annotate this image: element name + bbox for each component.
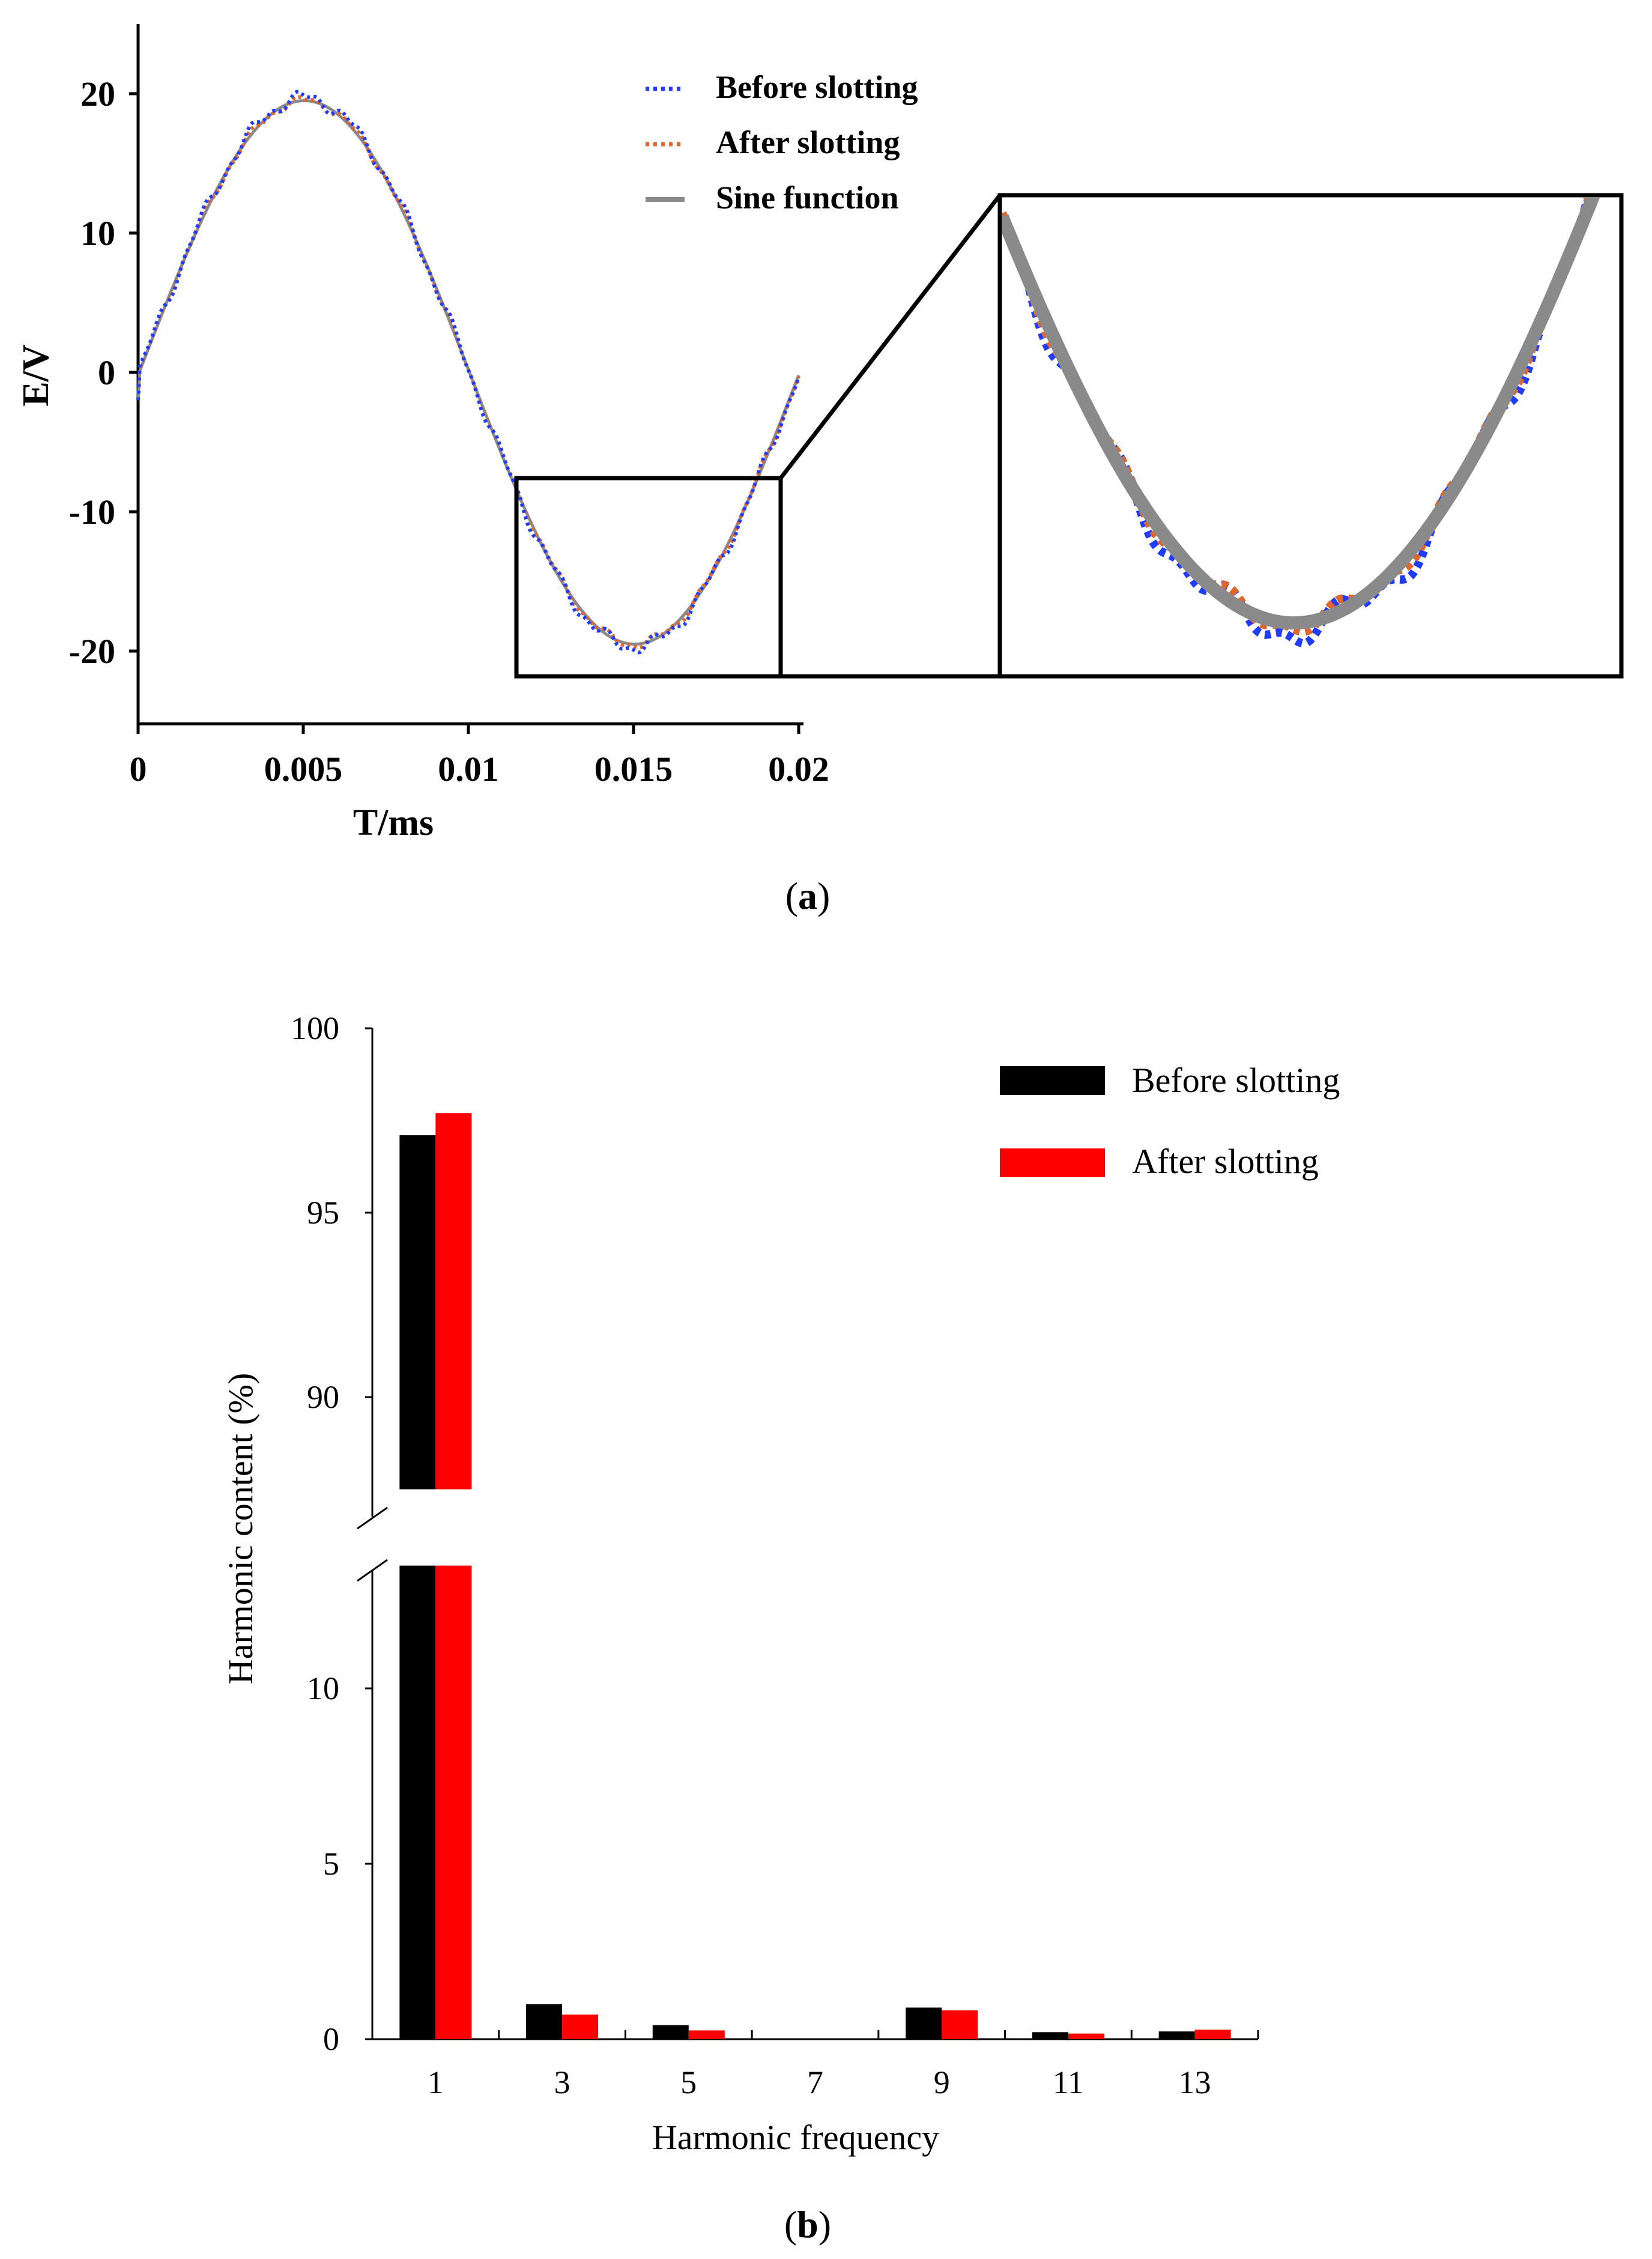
panel-a-y-tick-label: 20 xyxy=(80,74,115,114)
panel-a-legend: Before slotting After slotting Sine func… xyxy=(646,69,918,216)
legend-label-after-slotting-bar: After slotting xyxy=(1132,1142,1319,1181)
panel-a-caption: (a) xyxy=(785,875,831,917)
legend-swatch-after-slotting-bar xyxy=(1000,1148,1105,1177)
zoom-series-line-after-slotting xyxy=(1002,198,1594,636)
panel-a-x-tick-label: 0.005 xyxy=(264,750,343,789)
panel-b-x-tick-label: 3 xyxy=(554,2064,570,2100)
panel-b-y-tick-label: 10 xyxy=(307,1670,339,1706)
panel-a-y-tick-label: 0 xyxy=(98,353,115,392)
panel-a-x-tick-label: 0.01 xyxy=(438,750,499,789)
bar-after-slotting-h1-upper xyxy=(435,1113,472,1490)
panel-a-x-label: T/ms xyxy=(353,802,434,843)
bar-before-slotting-h1-upper xyxy=(399,1135,436,1490)
panel-b-x-tick-label: 11 xyxy=(1053,2064,1084,2100)
axis-break-mark-top xyxy=(357,1506,388,1530)
bar-before-slotting-h11 xyxy=(1032,2032,1068,2039)
panel-b-caption: (b) xyxy=(784,2203,831,2246)
panel-b-x-tick-label: 5 xyxy=(680,2064,697,2100)
legend-label-after-slotting: After slotting xyxy=(716,124,900,160)
zoom-series-line-sine-function xyxy=(1002,198,1600,630)
bar-after-slotting-h11 xyxy=(1068,2033,1104,2039)
bar-before-slotting-h3 xyxy=(526,2004,563,2039)
panel-a-x-tick-label: 0 xyxy=(130,750,147,789)
bar-after-slotting-h13 xyxy=(1194,2030,1231,2039)
bar-after-slotting-h3 xyxy=(562,2015,599,2039)
zoom-connector-top xyxy=(779,193,1002,480)
panel-b-x-tick-label: 1 xyxy=(428,2064,444,2100)
panel-b-y-tick-label: 0 xyxy=(323,2021,339,2057)
zoom-inset-box xyxy=(997,193,1624,679)
bar-after-slotting-h1-lower xyxy=(435,1565,472,2039)
panel-a-line-chart: 20 10 0 -10 -20 0 0.005 0.01 0.015 0.02 T/ms E/V… xyxy=(16,24,1624,917)
panel-a-y-tick-label: 10 xyxy=(80,214,115,253)
bar-after-slotting-h5 xyxy=(688,2030,725,2039)
panel-b-x-tick-label: 9 xyxy=(934,2064,950,2100)
panel-b-y-label: Harmonic content (%) xyxy=(221,1373,260,1685)
zoom-inset-plot xyxy=(1002,198,1600,647)
legend-label-before-slotting: Before slotting xyxy=(716,69,918,105)
panel-b-y-tick-label: 5 xyxy=(323,1846,339,1882)
bar-before-slotting-h1-lower xyxy=(399,1565,436,2039)
panel-b-y-tick-label: 100 xyxy=(291,1010,339,1046)
bar-after-slotting-h9 xyxy=(942,2010,978,2039)
panel-b-legend: Before slotting After slotting xyxy=(1000,1061,1340,1181)
panel-b-y-tick-label: 95 xyxy=(307,1195,339,1231)
panel-a-y-tick-label: -20 xyxy=(69,632,115,671)
zoom-series-line-before-slotting xyxy=(1002,198,1593,647)
axis-break-mark-bottom xyxy=(357,1559,388,1582)
bar-before-slotting-h5 xyxy=(652,2025,689,2039)
legend-swatch-before-slotting-bar xyxy=(1000,1066,1105,1095)
panel-b-x-label: Harmonic frequency xyxy=(652,2118,939,2157)
panel-a-y-label: E/V xyxy=(16,344,56,407)
panel-b-y-tick-label: 90 xyxy=(307,1379,339,1415)
legend-label-sine-function: Sine function xyxy=(716,180,899,216)
panel-b-x-tick-label: 7 xyxy=(807,2064,823,2100)
panel-a-x-tick-label: 0.015 xyxy=(595,750,673,789)
panel-b-x-tick-label: 13 xyxy=(1179,2064,1211,2100)
bar-before-slotting-h13 xyxy=(1158,2031,1195,2039)
panel-a-y-tick-label: -10 xyxy=(69,493,115,532)
panel-a-x-tick-label: 0.02 xyxy=(768,750,829,789)
legend-label-before-slotting-bar: Before slotting xyxy=(1132,1061,1340,1100)
bar-before-slotting-h9 xyxy=(906,2007,942,2039)
series-line-before-slotting xyxy=(136,89,800,655)
zoom-window-box xyxy=(514,476,783,679)
